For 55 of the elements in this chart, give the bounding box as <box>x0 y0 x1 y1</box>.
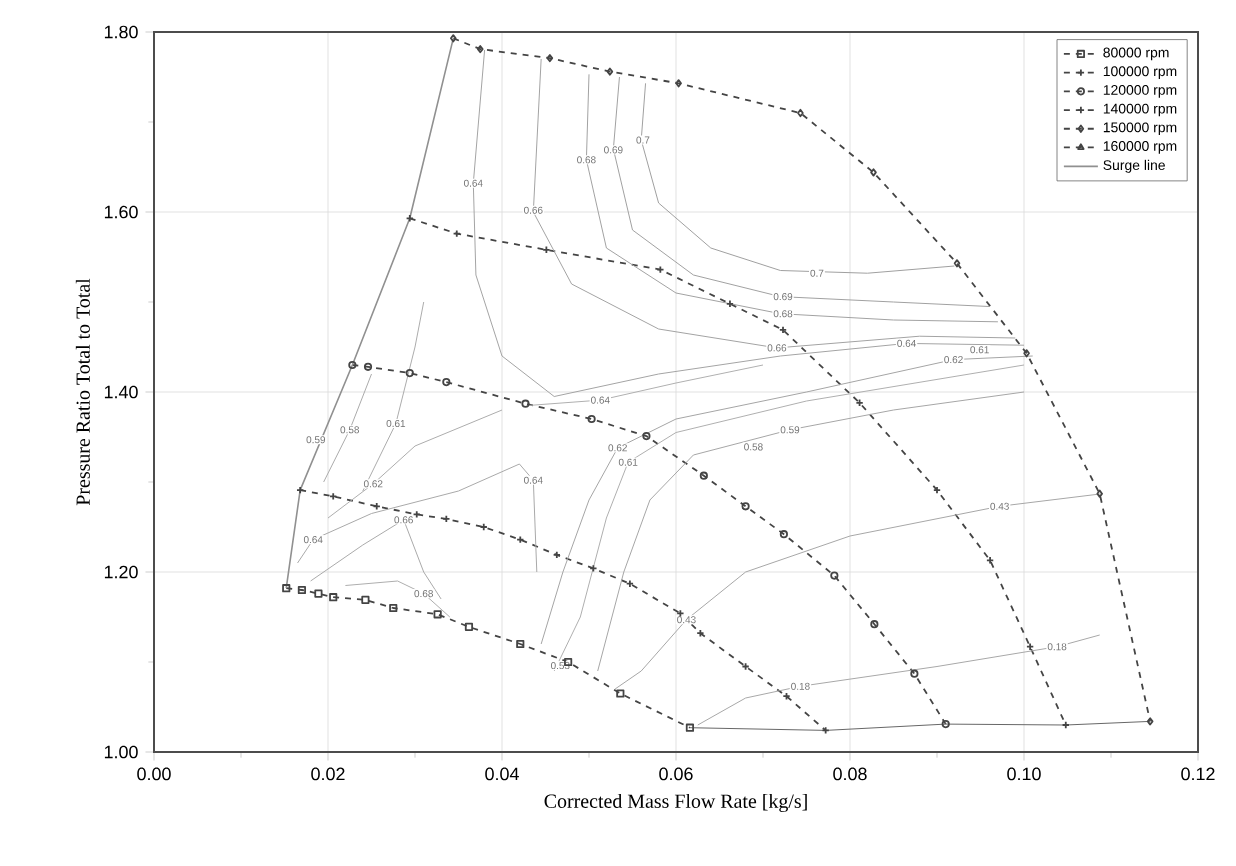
point <box>464 622 474 631</box>
point <box>348 360 357 370</box>
y-tick-label: 1.60 <box>104 205 138 219</box>
point <box>282 584 291 593</box>
line-series <box>285 37 455 589</box>
point <box>830 571 839 580</box>
point <box>587 414 596 424</box>
x-axis-title: Corrected Mass Flow Rate [kg/s] <box>544 793 807 813</box>
x-tick-label: 0.04 <box>485 767 519 781</box>
y-tick-label: 1.40 <box>104 385 138 399</box>
point <box>449 34 457 43</box>
point <box>642 432 651 441</box>
point <box>546 54 554 63</box>
point <box>941 720 950 729</box>
point <box>405 369 414 378</box>
point <box>433 610 442 619</box>
point <box>606 67 614 76</box>
line-series <box>697 634 1101 726</box>
point <box>329 593 338 602</box>
point <box>516 639 525 649</box>
y-tick-label: 1.00 <box>104 745 138 759</box>
point <box>361 595 370 604</box>
point <box>675 79 682 88</box>
x-tick-label: 0.12 <box>1181 767 1215 781</box>
point <box>741 502 750 511</box>
point <box>953 259 961 268</box>
line-series <box>614 493 1103 690</box>
line-series <box>527 364 764 407</box>
point <box>314 589 323 598</box>
y-axis-title: Pressure Ratio Total to Total <box>75 278 90 506</box>
point <box>870 620 879 629</box>
point <box>297 585 306 595</box>
point <box>870 168 877 177</box>
point <box>699 471 708 480</box>
point <box>1096 489 1103 498</box>
point <box>521 399 530 408</box>
point <box>797 108 804 118</box>
point <box>389 603 398 613</box>
y-tick-label: 1.20 <box>104 565 138 579</box>
point <box>1023 349 1030 358</box>
x-tick-label: 0.06 <box>659 767 693 781</box>
point <box>685 723 695 732</box>
point <box>363 362 373 371</box>
x-tick-label: 0.10 <box>1007 767 1041 781</box>
x-tick-label: 0.02 <box>311 767 345 781</box>
point <box>442 378 451 387</box>
point <box>779 530 788 539</box>
point <box>616 689 625 698</box>
x-tick-label: 0.08 <box>833 767 867 781</box>
point <box>910 669 919 678</box>
line-series <box>344 580 451 618</box>
y-tick-label: 1.80 <box>104 25 138 39</box>
point <box>1146 717 1154 726</box>
x-tick-label: 0.00 <box>137 767 171 781</box>
point <box>476 45 484 54</box>
